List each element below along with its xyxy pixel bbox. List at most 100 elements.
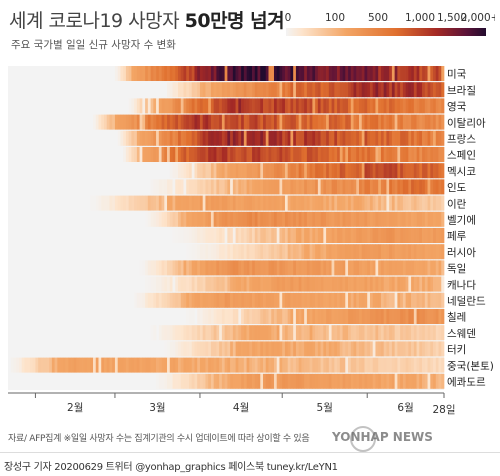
heatmap-cell	[389, 292, 393, 308]
heatmap-cell	[369, 260, 374, 276]
heatmap-cell	[188, 341, 193, 357]
heatmap-cell	[265, 195, 269, 211]
heatmap-cell	[188, 179, 193, 195]
heatmap-cell	[282, 260, 286, 276]
heatmap-cell	[216, 130, 220, 146]
heatmap-cell	[331, 114, 335, 130]
heatmap-cell	[295, 357, 300, 373]
heatmap-cell	[101, 357, 105, 373]
heatmap-cell	[205, 130, 209, 146]
heatmap-cell	[276, 98, 280, 114]
heatmap-cell	[433, 147, 437, 162]
heatmap-cell	[257, 341, 261, 357]
heatmap-cell	[413, 147, 417, 162]
heatmap-cell	[282, 130, 286, 146]
heatmap-cell	[279, 325, 283, 341]
heatmap-cell	[282, 276, 286, 292]
heatmap-cell	[408, 276, 412, 292]
heatmap-cell	[427, 325, 431, 341]
heatmap-cell	[298, 228, 302, 243]
heatmap-cell	[260, 163, 264, 179]
heatmap-cell	[260, 244, 264, 260]
heatmap-cell	[202, 309, 206, 324]
heatmap-cell	[312, 244, 316, 260]
heatmap-cell	[356, 244, 360, 260]
heatmap-cell	[430, 179, 434, 195]
heatmap-cell	[62, 357, 66, 373]
heatmap-cell	[400, 211, 404, 227]
heatmap-cell	[397, 195, 401, 211]
heatmap-cell	[326, 147, 330, 162]
heatmap-cell	[252, 309, 256, 324]
heatmap-cell	[123, 130, 127, 146]
heatmap-cell	[438, 163, 442, 179]
heatmap-cell	[320, 114, 324, 130]
heatmap-cell	[260, 130, 264, 146]
heatmap-cell	[326, 276, 330, 292]
heatmap-cell	[339, 82, 343, 98]
heatmap-cell	[369, 147, 374, 162]
heatmap-cell	[386, 292, 390, 308]
heatmap-cell	[348, 195, 352, 211]
heatmap-cell	[419, 147, 423, 162]
heatmap-cell	[356, 195, 360, 211]
heatmap-cell	[353, 179, 357, 195]
heatmap-cell	[246, 179, 250, 195]
heatmap-cell	[164, 325, 168, 341]
heatmap-cell	[397, 276, 401, 292]
heatmap-cell	[263, 341, 267, 357]
heatmap-cell	[10, 357, 14, 373]
heatmap-cell	[345, 373, 349, 389]
heatmap-cell	[227, 357, 231, 373]
heatmap-cell	[380, 228, 385, 243]
heatmap-cell	[227, 163, 231, 179]
heatmap-cell	[235, 325, 239, 341]
heatmap-cell	[188, 373, 193, 389]
heatmap-cell	[202, 341, 206, 357]
heatmap-cell	[323, 114, 327, 130]
heatmap-cell	[38, 357, 42, 373]
heatmap-cell	[164, 179, 168, 195]
heatmap-cell	[230, 98, 234, 114]
heatmap-cell	[438, 357, 442, 373]
heatmap-cell	[221, 98, 225, 114]
heatmap-cell	[397, 66, 401, 81]
heatmap-cell	[276, 276, 280, 292]
heatmap-cell	[397, 179, 401, 195]
heatmap-cell	[339, 163, 343, 179]
heatmap-cell	[199, 292, 204, 308]
heatmap-cell	[315, 292, 319, 308]
heatmap-cell	[364, 276, 368, 292]
heatmap-cell	[156, 66, 160, 81]
heatmap-cell	[98, 195, 102, 211]
heatmap-cell	[430, 325, 434, 341]
heatmap-cell	[273, 276, 278, 292]
heatmap-cell	[353, 211, 357, 227]
heatmap-cell	[216, 147, 220, 162]
heatmap-cell	[260, 98, 264, 114]
heatmap-cell	[169, 211, 173, 227]
heatmap-cell	[172, 66, 176, 81]
heatmap-cell	[276, 325, 280, 341]
heatmap-cell	[304, 179, 308, 195]
heatmap-cell	[131, 98, 135, 114]
heatmap-cell	[128, 66, 132, 81]
heatmap-cell	[413, 130, 417, 146]
heatmap-cell	[167, 66, 171, 81]
heatmap-cell	[268, 325, 272, 341]
heatmap-cell	[199, 163, 204, 179]
heatmap-cell	[408, 82, 412, 98]
heatmap-cell	[188, 98, 193, 114]
heatmap-cell	[331, 260, 335, 276]
heatmap-cell	[309, 82, 313, 98]
heatmap-cell	[323, 211, 327, 227]
heatmap-cell	[112, 195, 116, 211]
heatmap-cell	[309, 98, 313, 114]
heatmap-cell	[306, 325, 310, 341]
heatmap-cell	[367, 130, 371, 146]
heatmap-cell	[186, 147, 190, 162]
heatmap-cell	[369, 179, 374, 195]
heatmap-cell	[164, 357, 168, 373]
heatmap-cell	[199, 98, 204, 114]
heatmap-cell	[315, 82, 319, 98]
